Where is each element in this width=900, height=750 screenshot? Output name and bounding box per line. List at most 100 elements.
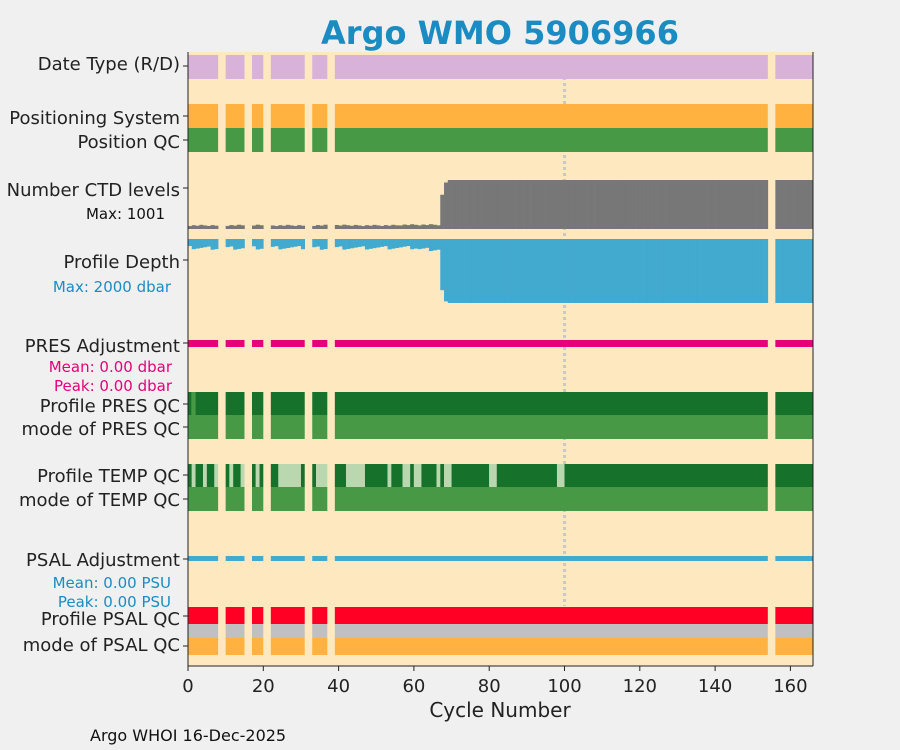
profile-depth-bar (508, 239, 513, 303)
profile-depth-bar (428, 239, 434, 252)
ctd-level-bar (538, 180, 543, 229)
row-label: Position QC (77, 132, 180, 153)
profile-depth-bar (775, 239, 780, 303)
profile-depth-bar (681, 239, 686, 303)
ctd-level-bar (395, 225, 400, 229)
profile-depth-bar (628, 239, 633, 303)
profile-depth-bar (372, 239, 377, 249)
ctd-level-bar (195, 225, 200, 229)
profile-depth-bar (380, 239, 385, 247)
profile-depth-bar (707, 239, 712, 303)
profile-depth-bar (383, 239, 388, 247)
ctd-level-bar (598, 180, 603, 229)
date-type-band-segment (334, 55, 768, 79)
chart-title: Argo WMO 5906966 (321, 14, 679, 52)
profile-depth-bar (361, 239, 366, 247)
profile-depth-bar (617, 239, 622, 303)
ctd-level-bar (715, 180, 720, 229)
profile-depth-bar (278, 239, 283, 250)
ctd-level-bar (553, 180, 558, 229)
pres-adjustment-band-segment (225, 340, 245, 347)
ctd-level-bar (707, 180, 712, 229)
positioning-band-segment (775, 104, 813, 128)
pres-adjustment-band-segment (334, 340, 768, 347)
ctd-level-bar (545, 180, 550, 229)
profile-depth-bar (756, 239, 761, 303)
profile-depth-bar (673, 239, 678, 303)
psal-adjustment-band-segment (334, 556, 768, 561)
profile-depth-bar (609, 239, 614, 303)
profile-depth-bar (703, 239, 708, 303)
positioning-band-segment (188, 104, 219, 128)
ctd-level-bar (662, 180, 667, 229)
profile-depth-bar (444, 239, 449, 302)
pres-qc-band-segment (191, 392, 196, 415)
mode-psal-qc-band-segment (252, 638, 264, 655)
x-tick-label: 140 (698, 676, 732, 697)
temp-qc-band-segment (334, 464, 347, 487)
profile-depth-bar (745, 239, 750, 303)
profile-depth-bar (300, 239, 306, 250)
positioning-band-segment (225, 104, 245, 128)
profile-depth-bar (658, 239, 663, 303)
ctd-level-bar (406, 225, 411, 229)
psal-qc-grey-band-segment (188, 624, 219, 638)
psal-adjustment-band-segment (252, 556, 264, 561)
profile-depth-bar (523, 239, 528, 303)
profile-depth-bar (338, 239, 343, 247)
pres-adjustment-band-segment (270, 340, 305, 347)
ctd-level-bar (289, 225, 294, 229)
mode-temp-qc-band-group (188, 487, 813, 511)
ctd-level-bar (756, 180, 761, 229)
temp-qc-band-segment (391, 464, 403, 487)
profile-depth-bars (188, 239, 814, 303)
ctd-level-bar (741, 180, 746, 229)
mode-pres-qc-band-segment (312, 415, 328, 439)
profile-depth-bar (692, 239, 697, 303)
profile-depth-bar (462, 239, 467, 303)
profile-depth-bar (730, 239, 735, 303)
profile-depth-bar (233, 239, 238, 250)
profile-depth-bar (620, 239, 626, 303)
ctd-level-bar (338, 225, 343, 229)
ctd-level-bar (372, 224, 377, 229)
profile-depth-bar (319, 239, 324, 250)
ctd-level-bar (319, 225, 324, 229)
ctd-level-bar (643, 180, 648, 229)
ctd-level-bar (669, 180, 674, 229)
psal-qc-grey-band-segment (252, 624, 264, 638)
profile-depth-bar (398, 239, 403, 248)
position-qc-band-segment (775, 128, 813, 152)
profile-depth-bar (436, 239, 441, 250)
ctd-level-bar (334, 224, 339, 229)
profile-depth-bar (312, 239, 317, 248)
date-type-band-segment (225, 55, 245, 79)
mode-temp-qc-band-segment (252, 487, 264, 511)
profile-depth-bar (613, 239, 618, 303)
row-label: mode of PRES QC (22, 419, 180, 440)
ctd-level-bar (440, 194, 445, 229)
temp-qc-band-segment (387, 464, 392, 487)
profile-depth-bar (794, 239, 799, 303)
psal-qc-band-segment (225, 607, 245, 624)
ctd-level-bar (376, 225, 381, 229)
ctd-level-bar (466, 180, 471, 229)
profile-depth-bar (387, 239, 392, 250)
pres-adjustment-band-segment (188, 340, 219, 347)
ctd-level-bar (346, 225, 351, 229)
profile-depth-bar (677, 239, 682, 303)
ctd-level-bar (300, 225, 306, 229)
profile-depth-bar (624, 239, 629, 303)
profile-depth-bar (545, 239, 550, 303)
ctd-level-bar (666, 180, 671, 229)
profile-depth-bar (760, 239, 765, 303)
ctd-level-bar (417, 225, 422, 229)
ctd-level-bar (730, 180, 735, 229)
ctd-level-bar (590, 180, 595, 229)
ctd-level-bar (504, 180, 509, 229)
ctd-level-bar (270, 225, 275, 229)
date-type-band-segment (775, 55, 813, 79)
temp-qc-band-segment (191, 464, 196, 487)
psal-qc-grey-band-segment (312, 624, 328, 638)
